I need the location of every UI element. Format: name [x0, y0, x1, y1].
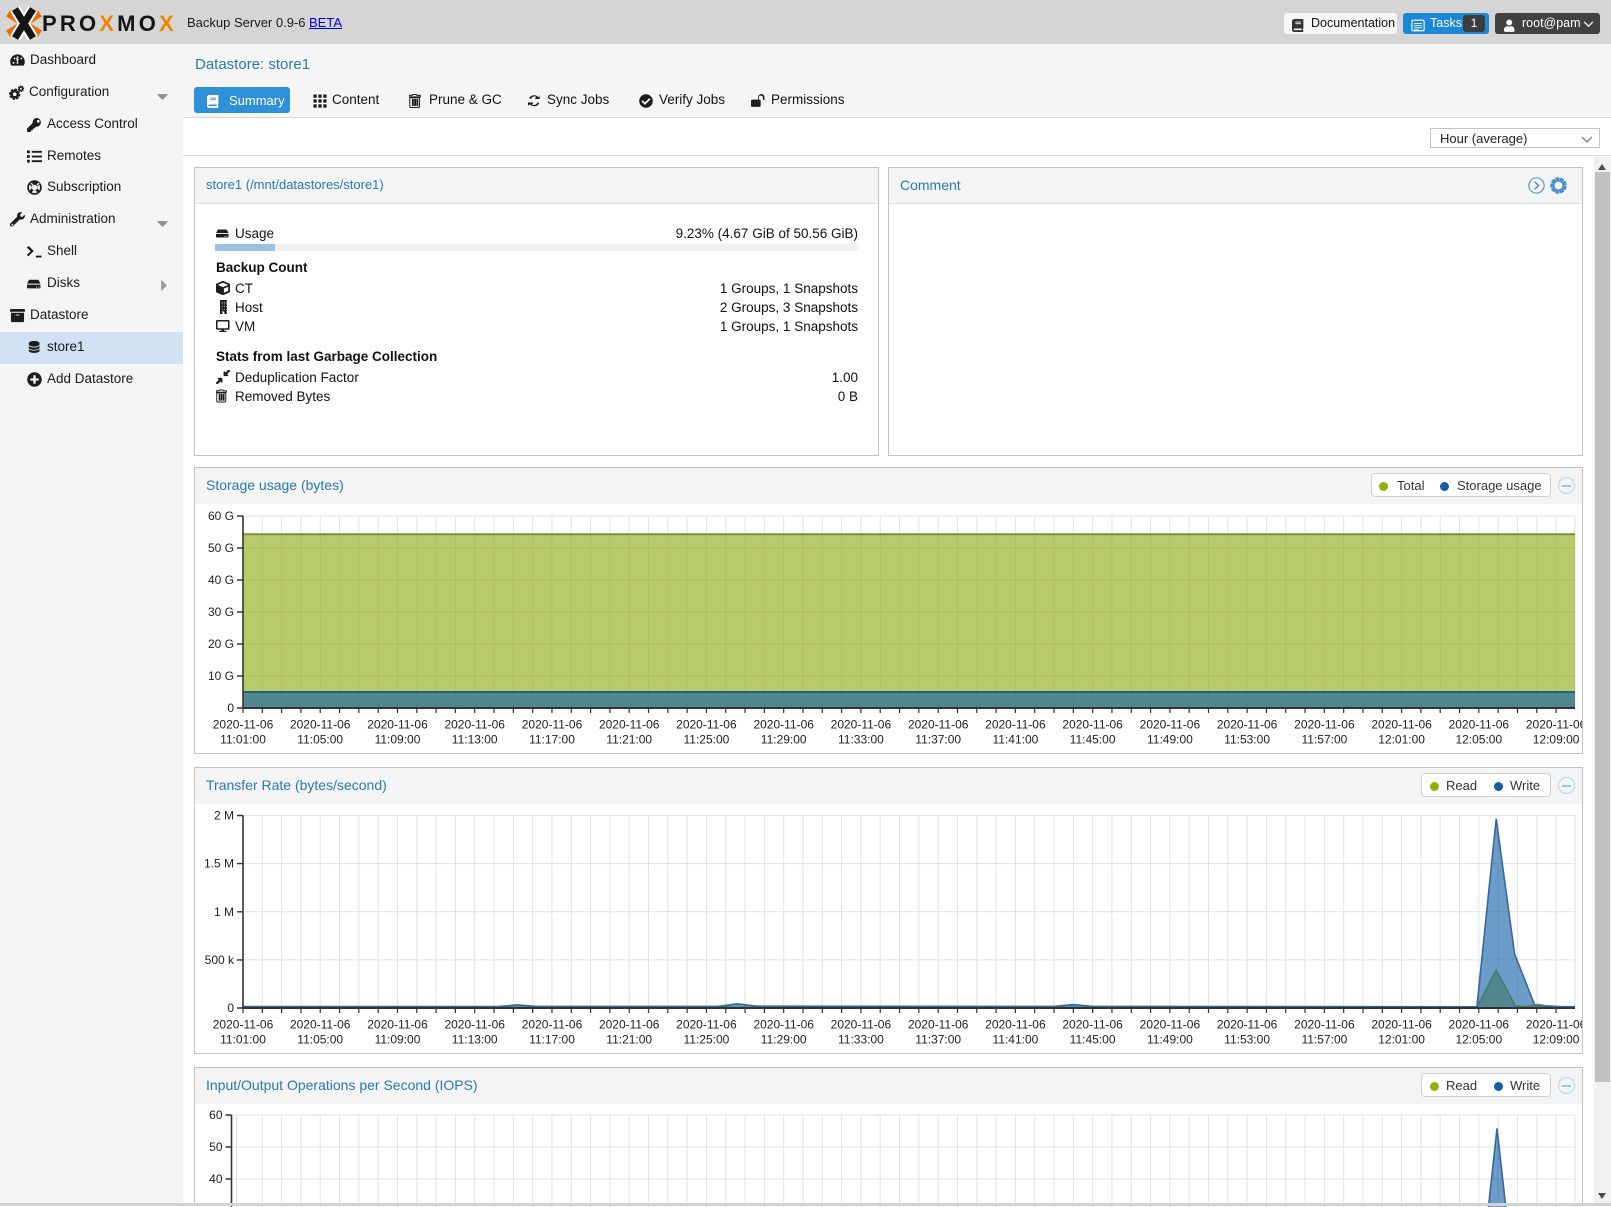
- svg-text:2020-11-06: 2020-11-06: [1294, 718, 1355, 732]
- svg-text:11:45:00: 11:45:00: [1070, 1033, 1116, 1047]
- svg-text:2020-11-06: 2020-11-06: [444, 1018, 505, 1032]
- svg-text:2020-11-06: 2020-11-06: [753, 1018, 814, 1032]
- svg-text:2020-11-06: 2020-11-06: [1294, 1018, 1355, 1032]
- svg-text:2020-11-06: 2020-11-06: [599, 718, 660, 732]
- svg-text:2020-11-06: 2020-11-06: [676, 1018, 737, 1032]
- svg-text:2020-11-06: 2020-11-06: [522, 1018, 583, 1032]
- svg-text:2020-11-06: 2020-11-06: [599, 1018, 660, 1032]
- svg-text:11:37:00: 11:37:00: [915, 1033, 961, 1047]
- svg-text:11:49:00: 11:49:00: [1147, 733, 1193, 747]
- svg-text:2020-11-06: 2020-11-06: [522, 718, 583, 732]
- svg-text:11:01:00: 11:01:00: [220, 733, 266, 747]
- svg-text:11:09:00: 11:09:00: [375, 733, 421, 747]
- svg-text:11:29:00: 11:29:00: [761, 1033, 807, 1047]
- svg-text:2020-11-06: 2020-11-06: [1140, 718, 1201, 732]
- svg-text:11:57:00: 11:57:00: [1301, 733, 1347, 747]
- svg-text:11:57:00: 11:57:00: [1301, 1033, 1347, 1047]
- svg-text:50: 50: [209, 1140, 223, 1154]
- svg-text:11:25:00: 11:25:00: [683, 733, 729, 747]
- svg-text:12:01:00: 12:01:00: [1378, 733, 1425, 747]
- svg-text:2020-11-06: 2020-11-06: [1526, 718, 1582, 732]
- svg-text:50 G: 50 G: [208, 541, 234, 555]
- svg-text:12:05:00: 12:05:00: [1455, 1033, 1502, 1047]
- svg-text:11:53:00: 11:53:00: [1224, 733, 1270, 747]
- svg-text:2020-11-06: 2020-11-06: [1449, 718, 1510, 732]
- svg-text:0: 0: [227, 1001, 234, 1015]
- svg-text:11:33:00: 11:33:00: [838, 733, 884, 747]
- svg-text:2020-11-06: 2020-11-06: [1217, 718, 1278, 732]
- svg-text:2020-11-06: 2020-11-06: [985, 1018, 1046, 1032]
- svg-text:2020-11-06: 2020-11-06: [1140, 1018, 1201, 1032]
- svg-text:11:33:00: 11:33:00: [838, 1033, 884, 1047]
- svg-text:2020-11-06: 2020-11-06: [831, 1018, 892, 1032]
- svg-text:40: 40: [209, 1172, 223, 1186]
- svg-text:2020-11-06: 2020-11-06: [213, 718, 274, 732]
- svg-text:11:25:00: 11:25:00: [683, 1033, 729, 1047]
- svg-text:11:49:00: 11:49:00: [1147, 1033, 1193, 1047]
- svg-text:2020-11-06: 2020-11-06: [367, 718, 428, 732]
- svg-text:60: 60: [209, 1108, 223, 1122]
- svg-text:12:09:00: 12:09:00: [1533, 733, 1580, 747]
- svg-text:11:17:00: 11:17:00: [529, 1033, 575, 1047]
- svg-text:500 k: 500 k: [205, 953, 235, 967]
- svg-text:11:01:00: 11:01:00: [220, 1033, 266, 1047]
- svg-text:2020-11-06: 2020-11-06: [676, 718, 737, 732]
- svg-text:2020-11-06: 2020-11-06: [444, 718, 505, 732]
- svg-text:60 G: 60 G: [208, 509, 234, 523]
- svg-text:11:37:00: 11:37:00: [915, 733, 961, 747]
- svg-text:20 G: 20 G: [208, 637, 234, 651]
- svg-text:2020-11-06: 2020-11-06: [1062, 718, 1123, 732]
- svg-text:2020-11-06: 2020-11-06: [1217, 1018, 1278, 1032]
- svg-text:2020-11-06: 2020-11-06: [831, 718, 892, 732]
- svg-text:2020-11-06: 2020-11-06: [290, 718, 351, 732]
- svg-text:12:05:00: 12:05:00: [1455, 733, 1502, 747]
- svg-text:2 M: 2 M: [214, 809, 234, 823]
- svg-text:11:53:00: 11:53:00: [1224, 1033, 1270, 1047]
- svg-text:11:21:00: 11:21:00: [606, 1033, 652, 1047]
- svg-text:2020-11-06: 2020-11-06: [1449, 1018, 1510, 1032]
- svg-text:11:29:00: 11:29:00: [761, 733, 807, 747]
- svg-text:11:41:00: 11:41:00: [992, 733, 1038, 747]
- svg-text:2020-11-06: 2020-11-06: [1371, 1018, 1432, 1032]
- svg-text:11:09:00: 11:09:00: [375, 1033, 421, 1047]
- svg-text:2020-11-06: 2020-11-06: [290, 1018, 351, 1032]
- svg-text:12:09:00: 12:09:00: [1533, 1033, 1580, 1047]
- svg-text:2020-11-06: 2020-11-06: [1526, 1018, 1582, 1032]
- svg-text:1 M: 1 M: [214, 905, 234, 919]
- svg-text:40 G: 40 G: [208, 573, 234, 587]
- svg-text:11:13:00: 11:13:00: [452, 1033, 498, 1047]
- svg-text:PROXMOX: PROXMOX: [42, 11, 177, 36]
- svg-text:2020-11-06: 2020-11-06: [1371, 718, 1432, 732]
- svg-text:11:05:00: 11:05:00: [297, 733, 343, 747]
- svg-text:0: 0: [227, 701, 234, 715]
- svg-text:2020-11-06: 2020-11-06: [985, 718, 1046, 732]
- svg-text:11:45:00: 11:45:00: [1070, 733, 1116, 747]
- svg-text:10 G: 10 G: [208, 669, 234, 683]
- svg-text:2020-11-06: 2020-11-06: [753, 718, 814, 732]
- svg-text:11:05:00: 11:05:00: [297, 1033, 343, 1047]
- svg-text:11:17:00: 11:17:00: [529, 733, 575, 747]
- svg-text:2020-11-06: 2020-11-06: [908, 718, 969, 732]
- svg-text:2020-11-06: 2020-11-06: [367, 1018, 428, 1032]
- svg-text:11:41:00: 11:41:00: [992, 1033, 1038, 1047]
- svg-text:11:21:00: 11:21:00: [606, 733, 652, 747]
- svg-text:11:13:00: 11:13:00: [452, 733, 498, 747]
- svg-text:2020-11-06: 2020-11-06: [213, 1018, 274, 1032]
- svg-text:1.5 M: 1.5 M: [204, 857, 234, 871]
- svg-text:30 G: 30 G: [208, 605, 234, 619]
- svg-text:2020-11-06: 2020-11-06: [1062, 1018, 1123, 1032]
- svg-text:2020-11-06: 2020-11-06: [908, 1018, 969, 1032]
- svg-text:12:01:00: 12:01:00: [1378, 1033, 1425, 1047]
